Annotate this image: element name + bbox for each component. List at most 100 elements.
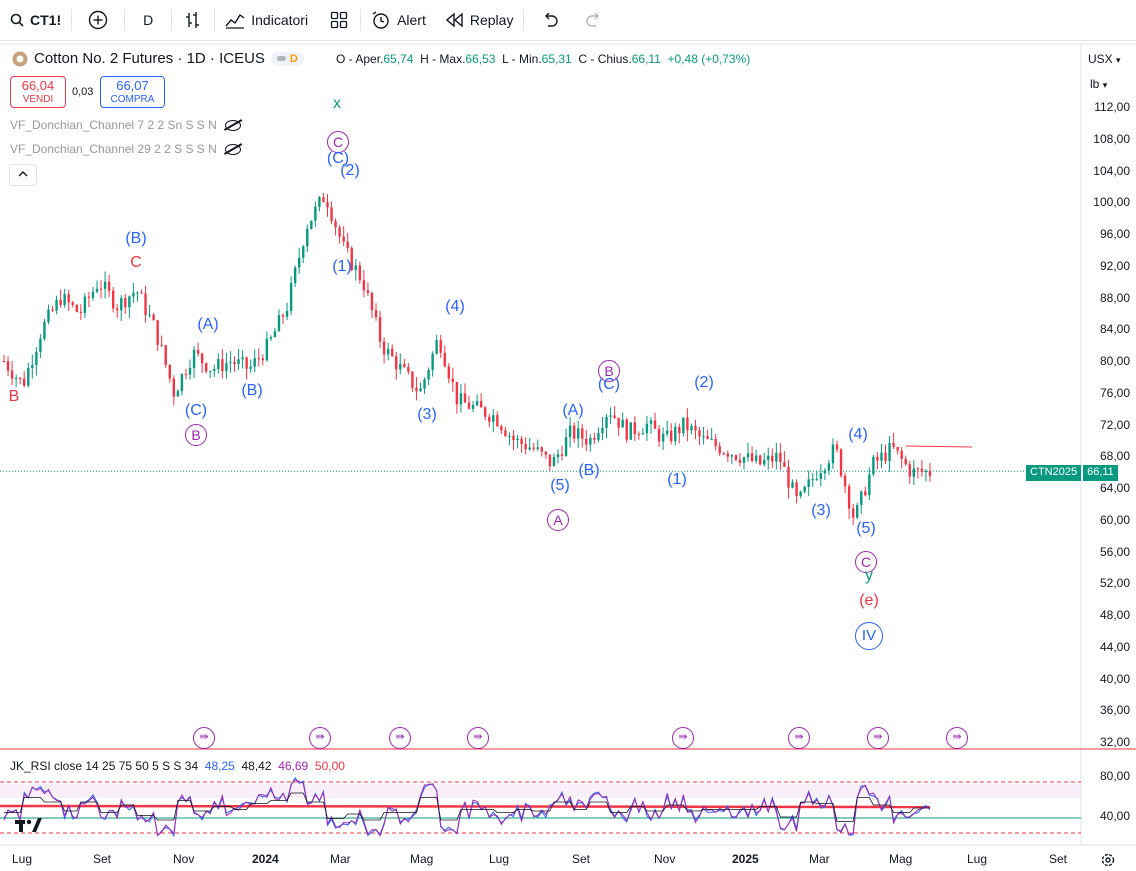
indicator-label: VF_Donchian_Channel 7 2 2 Sn S S N [10, 118, 217, 132]
candle-body [670, 430, 673, 442]
buy-button[interactable]: 66,07 COMPRA [100, 76, 165, 108]
candle-body [257, 358, 260, 360]
candle-body [362, 280, 366, 291]
collapse-legend-button[interactable] [9, 164, 37, 186]
candle-body [843, 475, 847, 487]
price-tick-label: 104,00 [1093, 163, 1130, 178]
candle-body [718, 446, 721, 454]
ohlc-values: O - Aper.65,74 H - Max.66,53 L - Min.65,… [336, 52, 750, 66]
sell-button[interactable]: 66,04 VENDI [10, 76, 66, 108]
alert-button[interactable]: Alert [361, 0, 436, 40]
candle-body [306, 228, 309, 247]
candle-body [75, 304, 78, 312]
event-marker-icon[interactable]: ⇛ [467, 727, 489, 749]
undo-button[interactable] [524, 0, 576, 40]
price-tick-label: 76,00 [1099, 385, 1130, 400]
candle-body [180, 374, 184, 392]
candle-body [488, 416, 491, 422]
candle-body [868, 474, 871, 496]
indicator-donchian-29[interactable]: VF_Donchian_Channel 29 2 2 S S S N [10, 142, 241, 156]
price-tick-label: 100,00 [1093, 195, 1130, 210]
candle-body [714, 438, 717, 447]
candle-body [548, 454, 552, 467]
candle-body [99, 288, 103, 290]
price-tick-label: 84,00 [1099, 322, 1130, 337]
wave-label: A [547, 509, 569, 531]
event-marker-icon[interactable]: ⇛ [309, 727, 331, 749]
candle-body [233, 361, 236, 365]
candle-body [641, 433, 645, 435]
wave-label: (e) [859, 592, 879, 609]
event-marker-icon[interactable]: ⇛ [788, 727, 810, 749]
candle-body [678, 426, 681, 434]
event-marker-icon[interactable]: ⇛ [867, 727, 889, 749]
candle-body [920, 468, 924, 473]
candle-body [823, 470, 827, 474]
wave-label: (5) [856, 520, 876, 537]
chart-type-button[interactable] [172, 0, 214, 40]
candle-body [455, 381, 459, 405]
candle-body [532, 447, 535, 449]
candle-body [839, 449, 843, 476]
alarm-clock-icon [372, 11, 389, 29]
eye-off-icon[interactable] [224, 143, 241, 155]
candle-body [196, 349, 200, 354]
candle-body [330, 207, 333, 221]
candle-body [322, 197, 325, 203]
event-marker-icon[interactable]: ⇛ [193, 727, 215, 749]
candle-body [694, 425, 697, 431]
high-label: H - Max. [420, 52, 466, 66]
eye-off-icon[interactable] [224, 119, 241, 131]
templates-button[interactable] [318, 0, 360, 40]
compare-button[interactable] [72, 0, 124, 40]
candle-body [775, 452, 778, 462]
candle-body [152, 314, 155, 321]
candle-body [847, 486, 851, 509]
candle-body [908, 464, 911, 477]
candle-body [51, 309, 54, 311]
candle-body [791, 482, 794, 488]
redo-icon [586, 13, 600, 27]
candle-body [508, 435, 511, 437]
event-marker-icon[interactable]: ⇛ [672, 727, 694, 749]
candle-body [702, 436, 705, 438]
candle-body [293, 267, 297, 284]
symbol-search[interactable]: CT1! [0, 0, 71, 40]
indicator-donchian-7[interactable]: VF_Donchian_Channel 7 2 2 Sn S S N [10, 118, 241, 132]
candle-body [552, 457, 556, 467]
rewind-icon [445, 13, 463, 27]
candle-body [827, 463, 831, 471]
candle-body [447, 366, 451, 379]
candle-body [27, 367, 30, 386]
candle-body [730, 455, 734, 457]
time-tick-label: Mar [809, 852, 830, 866]
price-tick-label: 72,00 [1099, 417, 1130, 432]
candle-body [763, 459, 766, 465]
price-chart[interactable] [0, 42, 1136, 871]
rsi-legend[interactable]: JK_RSI close 14 25 75 50 5 S S 34 48,25 … [10, 759, 345, 773]
candle-body [23, 378, 26, 386]
price-tick-label: 56,00 [1099, 544, 1130, 559]
interval-button[interactable]: D [125, 0, 171, 40]
redo-button[interactable] [576, 0, 612, 40]
currency-selector[interactable]: USX ▾ [1088, 52, 1121, 66]
replay-button[interactable]: Replay [436, 0, 524, 40]
top-toolbar: CT1! D Indicatori Alert Replay [0, 0, 1136, 41]
candle-body [803, 486, 806, 492]
market-status-pill[interactable]: D [270, 51, 304, 66]
price-tick-label: 96,00 [1099, 227, 1130, 241]
unit-selector[interactable]: lb ▾ [1090, 77, 1107, 91]
candle-body [18, 377, 22, 379]
candle-body [411, 371, 414, 388]
event-marker-icon[interactable]: ⇛ [389, 727, 411, 749]
chart-title[interactable]: Cotton No. 2 Futures · 1D · ICEUS [34, 50, 265, 67]
wave-label: (3) [811, 502, 831, 519]
gear-icon[interactable] [1100, 852, 1116, 868]
candle-body [229, 361, 232, 363]
event-marker-icon[interactable]: ⇛ [946, 727, 968, 749]
wave-label: B [185, 424, 207, 446]
close-label: C - Chius. [578, 52, 632, 66]
indicators-button[interactable]: Indicatori [215, 0, 318, 40]
price-tick-label: 36,00 [1099, 703, 1130, 718]
candle-body [124, 298, 127, 308]
